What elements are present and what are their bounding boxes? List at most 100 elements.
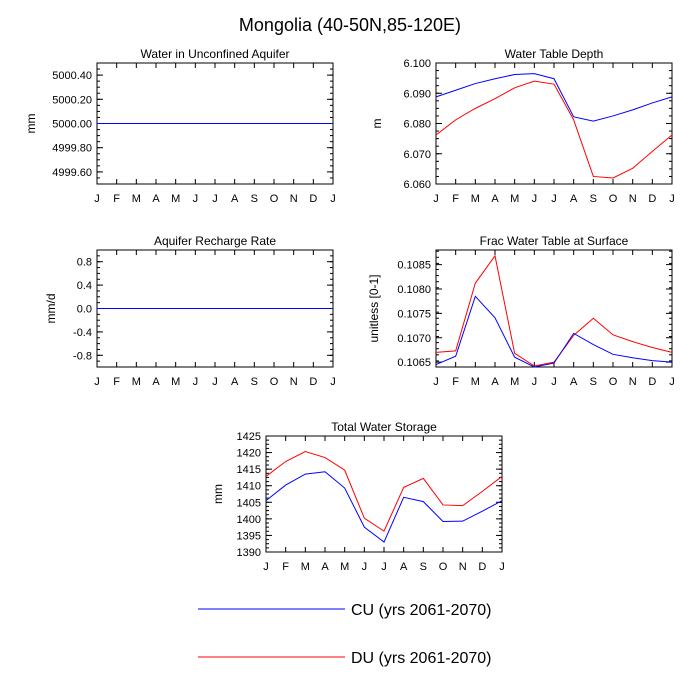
panel-title: Frac Water Table at Surface xyxy=(480,234,629,248)
y-tick-label: 5000.00 xyxy=(52,119,92,131)
y-tick-label: 1395 xyxy=(237,530,261,542)
x-tick-label: S xyxy=(251,193,258,205)
x-tick-label: O xyxy=(270,376,279,388)
y-axis-label: mm/d xyxy=(44,294,58,324)
series-line-cu xyxy=(435,73,673,122)
y-tick-label: 6.070 xyxy=(403,149,431,161)
y-axis-label: mm xyxy=(211,484,225,504)
x-tick-label: J xyxy=(433,193,439,205)
y-axis-label: mm xyxy=(24,114,38,134)
x-tick-label: A xyxy=(152,193,160,205)
legend-label-cu: CU (yrs 2061-2070) xyxy=(351,602,492,619)
plot-frame xyxy=(435,62,673,185)
y-tick-label: 1400 xyxy=(237,514,261,526)
x-tick-label: N xyxy=(629,193,637,205)
x-tick-label: S xyxy=(251,376,258,388)
x-tick-label: M xyxy=(171,193,180,205)
x-tick-label: A xyxy=(570,193,578,205)
x-tick-label: A xyxy=(152,376,160,388)
y-tick-label: 0.0 xyxy=(77,304,92,316)
x-tick-label: F xyxy=(113,193,120,205)
x-tick-label: M xyxy=(132,376,141,388)
y-axis-label: unitless [0-1] xyxy=(367,274,381,342)
y-tick-label: 6.100 xyxy=(403,58,431,70)
x-tick-label: S xyxy=(590,193,597,205)
x-tick-label: D xyxy=(648,376,656,388)
y-tick-label: -0.4 xyxy=(73,327,92,339)
x-tick-label: O xyxy=(439,561,448,573)
y-tick-label: 1390 xyxy=(237,547,261,559)
x-tick-label: O xyxy=(609,193,618,205)
x-tick-label: J xyxy=(94,193,100,205)
x-tick-label: J xyxy=(499,561,505,573)
y-tick-label: 6.090 xyxy=(403,88,431,100)
x-tick-label: A xyxy=(231,193,239,205)
panel-title: Aquifer Recharge Rate xyxy=(154,234,276,248)
x-tick-label: M xyxy=(471,376,480,388)
x-tick-label: A xyxy=(491,376,499,388)
series-line-cu xyxy=(435,295,673,368)
x-tick-label: J xyxy=(433,376,439,388)
legend-label-du: DU (yrs 2061-2070) xyxy=(351,650,492,667)
y-axis-label: m xyxy=(370,119,384,129)
x-tick-label: S xyxy=(590,376,597,388)
y-tick-label: 0.1075 xyxy=(397,308,431,320)
x-tick-label: J xyxy=(212,193,218,205)
y-tick-label: 1420 xyxy=(237,448,261,460)
x-tick-label: N xyxy=(290,193,298,205)
x-tick-label: N xyxy=(459,561,467,573)
series-line-du xyxy=(435,80,673,179)
x-tick-label: J xyxy=(193,376,199,388)
panel-title: Water in Unconfined Aquifer xyxy=(141,47,290,61)
y-tick-label: 0.1085 xyxy=(397,260,431,272)
series-line-cu xyxy=(265,471,503,543)
x-tick-label: S xyxy=(420,561,427,573)
series-line-du xyxy=(265,451,503,532)
x-tick-label: A xyxy=(231,376,239,388)
y-tick-label: 0.1070 xyxy=(397,333,431,345)
x-tick-label: M xyxy=(471,193,480,205)
y-tick-label: 4999.60 xyxy=(52,167,92,179)
x-tick-label: M xyxy=(340,561,349,573)
panel-title: Total Water Storage xyxy=(331,420,437,434)
x-tick-label: J xyxy=(381,561,387,573)
x-tick-label: J xyxy=(212,376,218,388)
x-tick-label: O xyxy=(270,193,279,205)
x-tick-label: F xyxy=(452,193,459,205)
x-tick-label: J xyxy=(330,193,336,205)
y-tick-label: 1415 xyxy=(237,464,261,476)
y-tick-label: 5000.20 xyxy=(52,94,92,106)
y-tick-label: 0.8 xyxy=(77,257,92,269)
x-tick-label: F xyxy=(452,376,459,388)
x-tick-label: J xyxy=(362,561,368,573)
y-tick-label: 5000.40 xyxy=(52,70,92,82)
x-tick-label: J xyxy=(532,376,538,388)
x-tick-label: J xyxy=(330,376,336,388)
x-tick-label: A xyxy=(321,561,329,573)
y-tick-label: 0.4 xyxy=(77,280,92,292)
y-tick-label: 4999.80 xyxy=(52,143,92,155)
x-tick-label: D xyxy=(478,561,486,573)
x-tick-label: F xyxy=(282,561,289,573)
x-tick-label: D xyxy=(309,376,317,388)
x-tick-label: M xyxy=(132,193,141,205)
x-tick-label: F xyxy=(113,376,120,388)
y-tick-label: 1405 xyxy=(237,497,261,509)
x-tick-label: J xyxy=(263,561,269,573)
x-tick-label: D xyxy=(309,193,317,205)
x-tick-label: M xyxy=(171,376,180,388)
x-tick-label: M xyxy=(301,561,310,573)
x-tick-label: A xyxy=(570,376,578,388)
legend: CU (yrs 2061-2070) DU (yrs 2061-2070) xyxy=(198,602,492,667)
x-tick-label: N xyxy=(629,376,637,388)
x-tick-label: M xyxy=(510,193,519,205)
x-tick-label: J xyxy=(669,193,675,205)
x-tick-label: A xyxy=(491,193,499,205)
x-tick-label: N xyxy=(290,376,298,388)
